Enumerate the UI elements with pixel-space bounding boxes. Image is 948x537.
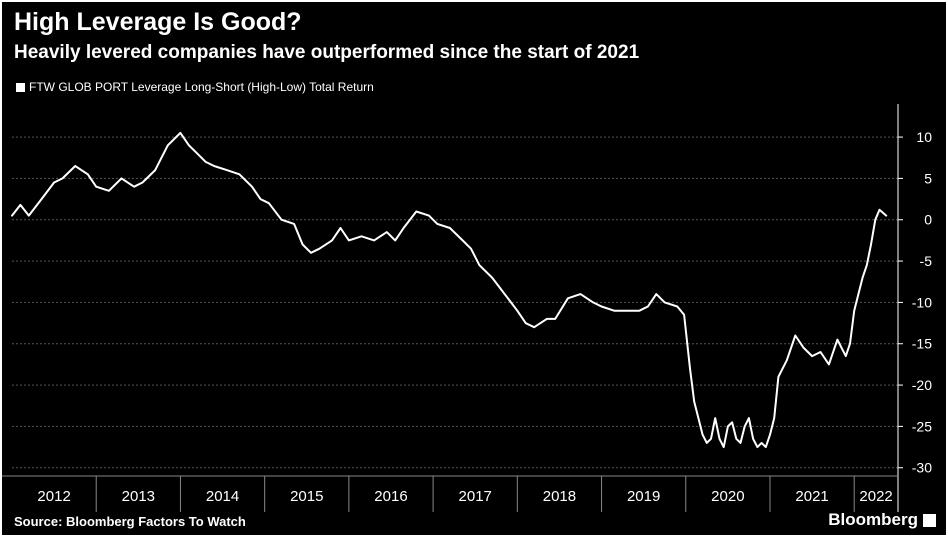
brand-logo: Bloomberg	[828, 510, 918, 529]
x-tick-label: 2018	[543, 488, 576, 505]
x-tick-label: 2012	[37, 488, 70, 505]
legend: FTW GLOB PORT Leverage Long-Short (High-…	[16, 80, 374, 94]
series-line	[11, 131, 888, 449]
x-tick-label: 2020	[711, 488, 744, 505]
x-tick-label: 2016	[374, 488, 407, 505]
source-note: Source: Bloomberg Factors To Watch	[14, 514, 246, 529]
x-tick-label: 2021	[795, 488, 828, 505]
y-tick-label: -20	[912, 377, 932, 393]
chart-subtitle: Heavily levered companies have outperfor…	[14, 42, 640, 63]
y-tick-label: 5	[924, 170, 932, 186]
bloomberg-terminal-icon	[923, 514, 936, 527]
x-tick-label: 2017	[459, 488, 492, 505]
y-tick-label: -10	[912, 294, 932, 310]
legend-swatch	[16, 82, 25, 92]
y-tick-label: 10	[916, 129, 932, 145]
y-tick-label: -5	[920, 253, 933, 269]
chart-title: High Leverage Is Good?	[14, 8, 302, 36]
x-tick-label: 2013	[122, 488, 155, 505]
x-tick-label: 2015	[290, 488, 323, 505]
legend-label: FTW GLOB PORT Leverage Long-Short (High-…	[29, 80, 374, 94]
x-tick-label: 2014	[206, 488, 239, 505]
y-tick-label: -30	[912, 460, 932, 476]
y-tick-label: 0	[924, 212, 932, 228]
x-tick-label: 2022	[859, 488, 892, 505]
y-tick-label: -25	[912, 418, 932, 434]
y-tick-label: -15	[912, 336, 932, 352]
x-tick-label: 2019	[627, 488, 660, 505]
